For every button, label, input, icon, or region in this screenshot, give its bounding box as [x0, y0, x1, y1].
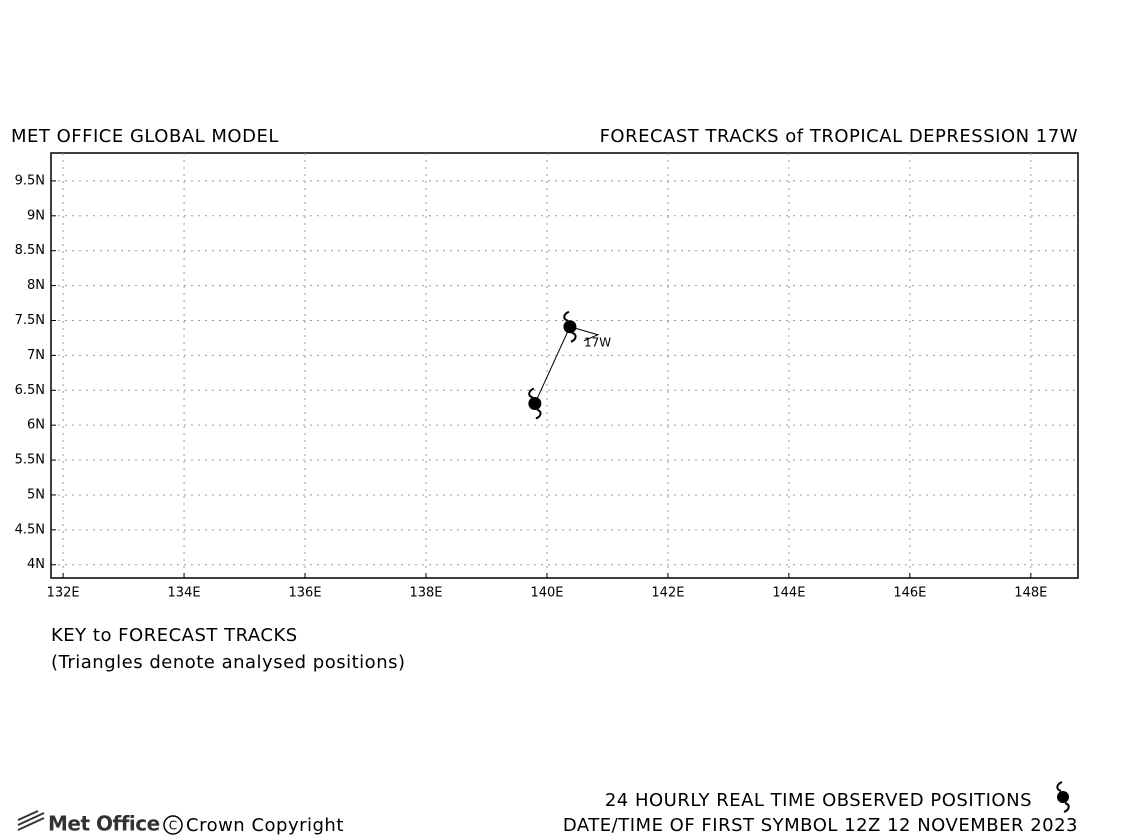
x-tick-label: 144E — [772, 586, 805, 601]
y-tick-label: 9.5N — [15, 173, 45, 188]
y-tick-label: 8.5N — [15, 243, 45, 258]
y-tick-label: 4.5N — [15, 522, 45, 537]
title-left: MET OFFICE GLOBAL MODEL — [11, 126, 279, 147]
copyright-circle — [163, 815, 183, 835]
footer-legend: 24 HOURLY REAL TIME OBSERVED POSITIONS — [605, 790, 1032, 811]
copyright: Crown Copyright — [186, 815, 344, 836]
label-leader — [569, 326, 600, 342]
y-tick-label: 4N — [27, 557, 45, 572]
y-tick-label: 6N — [27, 418, 45, 433]
x-tick-label: 146E — [893, 586, 926, 601]
x-tick-label: 142E — [651, 586, 684, 601]
track-label: 17W — [584, 335, 611, 349]
y-tick-label: 9N — [27, 208, 45, 223]
copyright-c: C — [169, 819, 177, 833]
track-point — [528, 397, 542, 411]
x-tick-label: 140E — [530, 586, 563, 601]
plot-frame — [50, 152, 1079, 579]
x-tick-label: 134E — [168, 586, 201, 601]
legend-symbol — [1056, 781, 1070, 813]
y-tick-label: 7.5N — [15, 313, 45, 328]
storm-tail — [563, 310, 577, 343]
storm-symbol — [528, 387, 542, 420]
y-tick-label: 5.5N — [15, 453, 45, 468]
key-note: (Triangles denote analysed positions) — [51, 652, 406, 673]
y-tick-label: 6.5N — [15, 383, 45, 398]
x-tick-label: 132E — [47, 586, 80, 601]
key-title: KEY to FORECAST TRACKS — [51, 625, 298, 646]
x-tick-label: 148E — [1014, 586, 1047, 601]
storm-tail — [528, 387, 542, 420]
x-tick-label: 136E — [289, 586, 322, 601]
footer-date: DATE/TIME OF FIRST SYMBOL 12Z 12 NOVEMBE… — [563, 815, 1078, 836]
logo-text: Met Office — [48, 812, 160, 836]
x-tick-label: 138E — [409, 586, 442, 601]
track-line — [534, 326, 571, 404]
y-tick-label: 8N — [27, 278, 45, 293]
y-tick-label: 7N — [27, 348, 45, 363]
y-tick-label: 5N — [27, 487, 45, 502]
logo-icon — [17, 810, 45, 831]
title-right: FORECAST TRACKS of TROPICAL DEPRESSION 1… — [600, 126, 1078, 147]
